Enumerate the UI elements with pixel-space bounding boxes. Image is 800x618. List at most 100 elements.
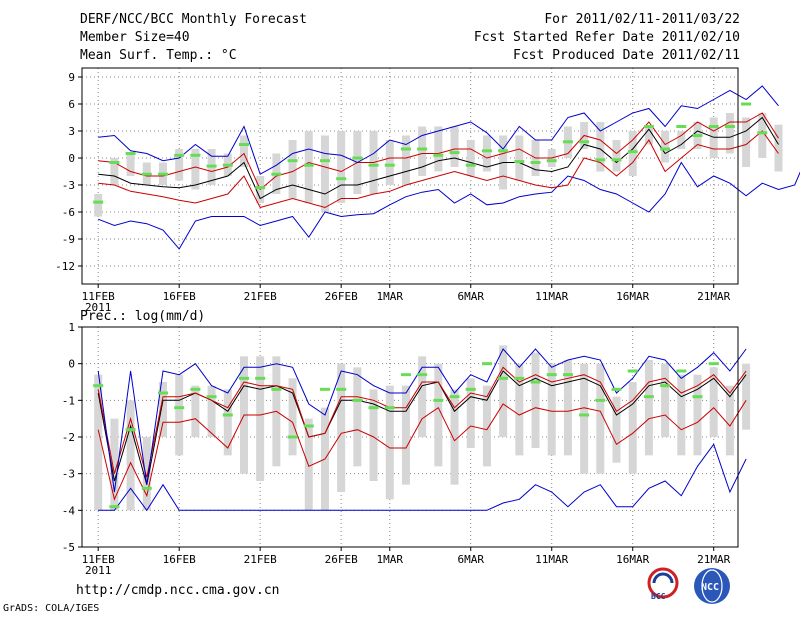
- ensemble-box: [385, 385, 394, 500]
- ensemble-box: [774, 124, 783, 172]
- ensemble-box: [239, 135, 248, 167]
- ensemble-box: [385, 140, 394, 185]
- y-tick-label: -2: [62, 431, 75, 444]
- ensemble-box: [94, 374, 103, 511]
- series-max-line: [97, 348, 747, 493]
- ensemble-box: [175, 149, 184, 181]
- x-tick-label: 16FEB: [163, 553, 196, 566]
- x-tick-label: 16FEB: [163, 290, 196, 303]
- ensemble-box: [677, 131, 686, 149]
- ensemble-box: [644, 126, 653, 145]
- ensemble-box: [401, 135, 410, 185]
- ensemble-box: [94, 194, 103, 217]
- series-lower_pct-line: [98, 130, 779, 209]
- ensemble-box: [742, 363, 751, 430]
- x-tick-label: 16MAR: [616, 290, 649, 303]
- ensemble-box: [337, 131, 346, 203]
- ensemble-box: [612, 396, 621, 463]
- x-tick-label: 11MAR: [535, 290, 568, 303]
- ensemble-box: [596, 122, 605, 172]
- ensemble-box: [580, 363, 589, 474]
- x-tick-label: 21FEB: [244, 290, 277, 303]
- x-tick-label: 1MAR: [377, 553, 404, 566]
- ensemble-box: [418, 356, 427, 437]
- x-tick-label: 11MAR: [535, 553, 568, 566]
- ensemble-box: [110, 418, 119, 511]
- ensemble-box: [304, 131, 313, 203]
- ensemble-box: [499, 345, 508, 437]
- y-tick-label: 6: [68, 98, 75, 111]
- grads-credit: GrADS: COLA/IGES: [3, 603, 100, 614]
- x-tick-label: 21MAR: [697, 553, 730, 566]
- ensemble-box: [482, 135, 491, 172]
- ensemble-box: [110, 158, 119, 185]
- x-tick-label: 11FEB: [82, 553, 115, 566]
- ensemble-box: [288, 140, 297, 199]
- ensemble-box: [563, 360, 572, 456]
- ensemble-box: [450, 389, 459, 485]
- ensemble-box: [758, 113, 767, 158]
- y-tick-label: -9: [62, 233, 75, 246]
- forecast-period-label: For 2011/02/11-2011/03/22: [544, 12, 740, 27]
- ensemble-box: [466, 140, 475, 176]
- temperature-panel: 9 6 3 0 -3 -6 -9 -12 11FEB 16FEB 21FEB 26FEB 1MAR 6MA…: [55, 67, 800, 314]
- ensemble-box: [207, 385, 216, 437]
- precipitation-panel: 1 0 -1 -2 -3 -4 -5 11FEB 16FEB 21FEB 26FEB 1MAR 6MAR…: [62, 321, 751, 577]
- series-upper_pct-line: [98, 112, 779, 191]
- y-tick-label: -4: [62, 504, 76, 517]
- ensemble-box: [369, 389, 378, 481]
- ensemble-box: [661, 131, 670, 163]
- ensemble-box: [434, 126, 443, 172]
- ensemble-box: [725, 113, 734, 154]
- y-tick-label: -1: [62, 394, 75, 407]
- ensemble-box: [256, 356, 265, 481]
- ensemble-box: [709, 367, 718, 437]
- series-max-line: [98, 85, 779, 175]
- y-tick-label: -6: [62, 206, 75, 219]
- variable-label: Mean Surf. Temp.: °C: [80, 48, 237, 63]
- y-tick-label: 3: [68, 125, 75, 138]
- ensemble-box: [531, 352, 540, 448]
- ensemble-box: [142, 437, 151, 511]
- ensemble-box: [401, 385, 410, 485]
- series-min-line: [98, 443, 747, 512]
- series-min-line: [98, 161, 800, 250]
- ensemble-box: [661, 363, 670, 437]
- source-url[interactable]: http://cmdp.ncc.cma.gov.cn: [76, 583, 280, 598]
- y-tick-label: 1: [68, 321, 75, 334]
- ensemble-box: [515, 135, 524, 181]
- year-label: 2011: [85, 301, 112, 314]
- chart-title: DERF/NCC/BCC Monthly Forecast: [80, 12, 307, 27]
- ensemble-box: [547, 363, 556, 456]
- ensemble-box: [418, 126, 427, 176]
- x-tick-label: 16MAR: [616, 553, 649, 566]
- ensemble-box: [126, 153, 135, 176]
- ensemble-box: [126, 400, 135, 511]
- ensemble-box: [353, 367, 362, 467]
- ensemble-box: [644, 360, 653, 456]
- x-tick-label: 11FEB: [82, 290, 115, 303]
- ensemble-box: [175, 374, 184, 456]
- y-tick-label: -5: [62, 541, 75, 554]
- x-tick-label: 26FEB: [325, 290, 358, 303]
- x-tick-label: 6MAR: [457, 290, 484, 303]
- produced-date-label: Fcst Produced Date 2011/02/11: [513, 48, 740, 63]
- ensemble-box: [482, 385, 491, 467]
- x-tick-label: 21MAR: [697, 290, 730, 303]
- ensemble-box: [158, 382, 167, 437]
- ensemble-box: [612, 140, 621, 172]
- x-tick-label: 6MAR: [457, 553, 484, 566]
- plot-frame: [81, 67, 739, 285]
- series-mean-line: [98, 116, 779, 200]
- ensemble-box: [191, 149, 200, 190]
- series-lower_pct-line: [97, 400, 747, 501]
- ensemble-box: [223, 389, 232, 456]
- y-tick-label: -3: [62, 468, 75, 481]
- ensemble-box: [466, 378, 475, 448]
- y-tick-label: -12: [55, 260, 75, 273]
- member-size-label: Member Size=40: [80, 30, 190, 45]
- ensemble-box: [742, 117, 751, 167]
- ensemble-box: [693, 374, 702, 456]
- x-tick-label: 26FEB: [325, 553, 358, 566]
